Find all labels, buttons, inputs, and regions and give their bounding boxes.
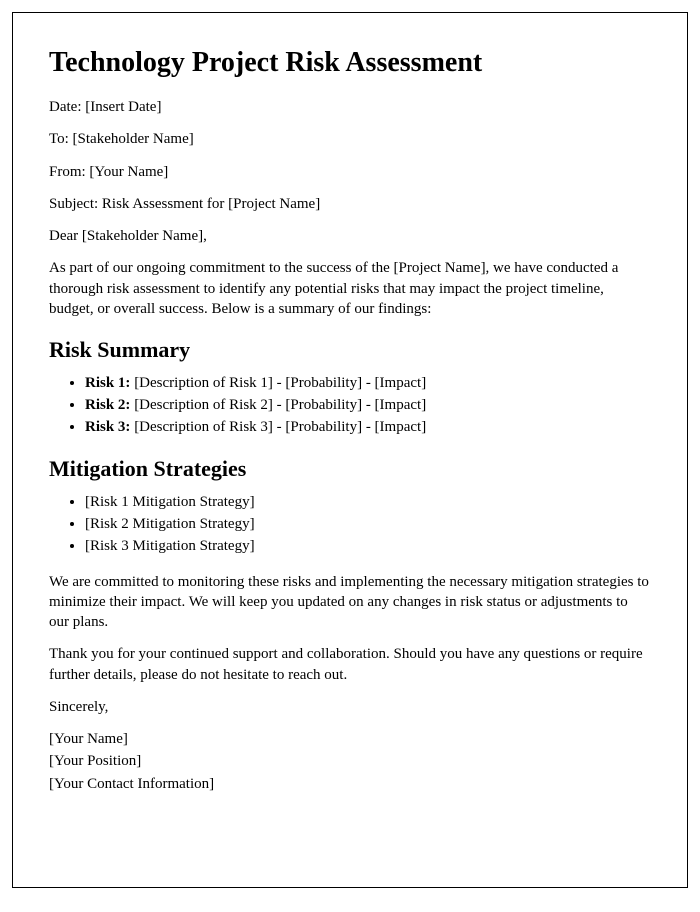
- list-item: [Risk 3 Mitigation Strategy]: [85, 536, 651, 558]
- from-line: From: [Your Name]: [49, 162, 651, 182]
- list-item: Risk 3: [Description of Risk 3] - [Proba…: [85, 417, 651, 439]
- document-title: Technology Project Risk Assessment: [49, 47, 651, 79]
- thanks-paragraph: Thank you for your continued support and…: [49, 644, 651, 685]
- intro-paragraph: As part of our ongoing commitment to the…: [49, 258, 651, 319]
- risk-label: Risk 2:: [85, 397, 130, 413]
- commitment-paragraph: We are committed to monitoring these ris…: [49, 572, 651, 633]
- signature-name: [Your Name]: [49, 729, 651, 749]
- signature-block: [Your Name] [Your Position] [Your Contac…: [49, 729, 651, 794]
- document-page: Technology Project Risk Assessment Date:…: [12, 12, 688, 888]
- risk-list: Risk 1: [Description of Risk 1] - [Proba…: [49, 373, 651, 438]
- signature-position: [Your Position]: [49, 751, 651, 771]
- list-item: [Risk 2 Mitigation Strategy]: [85, 514, 651, 536]
- date-line: Date: [Insert Date]: [49, 97, 651, 117]
- subject-line: Subject: Risk Assessment for [Project Na…: [49, 194, 651, 214]
- signature-contact: [Your Contact Information]: [49, 774, 651, 794]
- mitigation-list: [Risk 1 Mitigation Strategy] [Risk 2 Mit…: [49, 492, 651, 557]
- risk-summary-heading: Risk Summary: [49, 337, 651, 363]
- risk-text: [Description of Risk 3] - [Probability] …: [130, 419, 426, 435]
- to-line: To: [Stakeholder Name]: [49, 129, 651, 149]
- risk-label: Risk 3:: [85, 419, 130, 435]
- risk-text: [Description of Risk 1] - [Probability] …: [130, 375, 426, 391]
- risk-text: [Description of Risk 2] - [Probability] …: [130, 397, 426, 413]
- salutation: Dear [Stakeholder Name],: [49, 226, 651, 246]
- mitigation-heading: Mitigation Strategies: [49, 456, 651, 482]
- risk-label: Risk 1:: [85, 375, 130, 391]
- list-item: Risk 1: [Description of Risk 1] - [Proba…: [85, 373, 651, 395]
- closing: Sincerely,: [49, 697, 651, 717]
- list-item: Risk 2: [Description of Risk 2] - [Proba…: [85, 395, 651, 417]
- list-item: [Risk 1 Mitigation Strategy]: [85, 492, 651, 514]
